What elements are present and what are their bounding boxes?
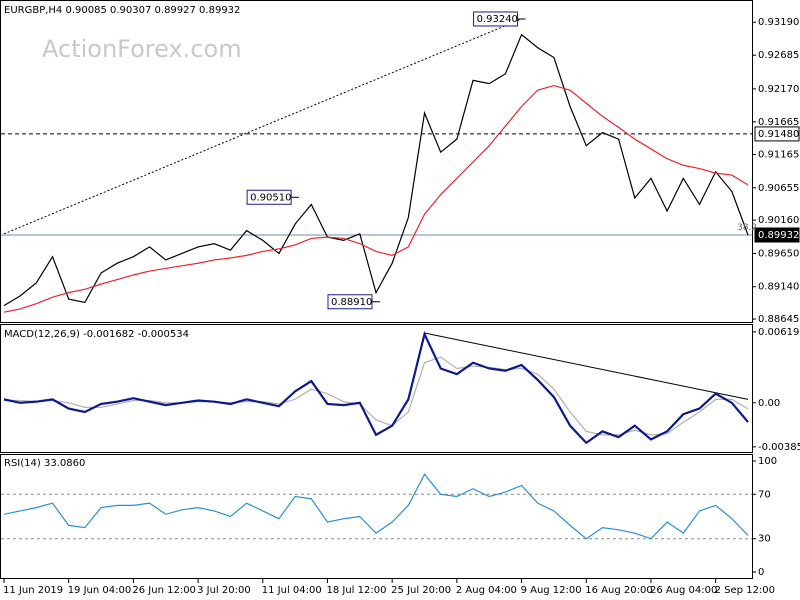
x-tick-label: 2 Sep 12:00	[715, 585, 775, 596]
y-tick-label: 0.89650	[758, 248, 799, 259]
y-tick-label: 0.93190	[758, 17, 799, 28]
annotation-box	[473, 11, 519, 27]
macd-frame	[0, 324, 753, 453]
x-tick-label: 26 Jun 12:00	[132, 585, 196, 596]
x-tick-label: 19 Jun 04:00	[68, 585, 132, 596]
series-line	[3, 33, 749, 307]
series-line	[3, 473, 749, 540]
rsi-frame	[0, 454, 753, 579]
y-tick-label: 0.92685	[758, 50, 799, 61]
x-tick-label: 16 Aug 20:00	[585, 585, 652, 596]
y-tick-label: 0	[758, 567, 764, 578]
y-tick-label: 70	[758, 489, 771, 500]
price-frame	[0, 0, 753, 323]
price-label-box	[754, 126, 800, 142]
annotation-label: 0.88910	[331, 297, 372, 308]
rsi-title: RSI(14) 33.0860	[4, 458, 85, 469]
y-tick-label: 0.90160	[758, 215, 799, 226]
price-label: 0.89932	[758, 230, 799, 241]
y-tick-label: 0.91665	[758, 117, 799, 128]
macd-title: MACD(12,26,9) -0.001682 -0.000534	[4, 329, 189, 340]
annotation-label: 0.93240	[477, 14, 518, 25]
y-tick-label: 0.006195	[758, 327, 800, 338]
series-line	[3, 330, 749, 445]
annotation-box	[327, 294, 373, 310]
y-tick-label: 0.91165	[758, 149, 799, 160]
y-tick-label: 100	[758, 456, 777, 467]
trend-line	[3, 18, 522, 235]
annotation-label: 0.90510	[250, 192, 291, 203]
y-tick-label: 0.89140	[758, 282, 799, 293]
y-tick-label: 0.88645	[758, 314, 799, 325]
series-line	[4, 356, 749, 436]
trend-line	[424, 332, 749, 400]
x-tick-label: 9 Aug 12:00	[521, 585, 582, 596]
x-tick-label: 26 Aug 04:00	[650, 585, 717, 596]
y-tick-label: 30	[758, 534, 771, 545]
x-tick-label: 11 Jul 04:00	[262, 585, 322, 596]
price-label: 0.91480	[758, 129, 799, 140]
x-tick-label: 2 Aug 04:00	[456, 585, 517, 596]
y-tick-label: 0.92170	[758, 84, 799, 95]
annotation-box	[246, 189, 292, 205]
x-tick-label: 25 Jul 20:00	[391, 585, 451, 596]
price-title: EURGBP,H4 0.90085 0.90307 0.89927 0.8993…	[4, 5, 240, 16]
price-label-box	[754, 227, 800, 243]
fib-label: 38.2	[737, 223, 757, 233]
x-tick-label: 3 Jul 20:00	[197, 585, 251, 596]
x-tick-label: 18 Jul 12:00	[326, 585, 386, 596]
x-tick-label: 11 Jun 2019	[3, 585, 63, 596]
watermark: ActionForex.com	[42, 35, 242, 63]
y-tick-label: 0.00	[758, 398, 780, 409]
y-tick-label: 0.90655	[758, 183, 799, 194]
series-line	[3, 84, 749, 313]
